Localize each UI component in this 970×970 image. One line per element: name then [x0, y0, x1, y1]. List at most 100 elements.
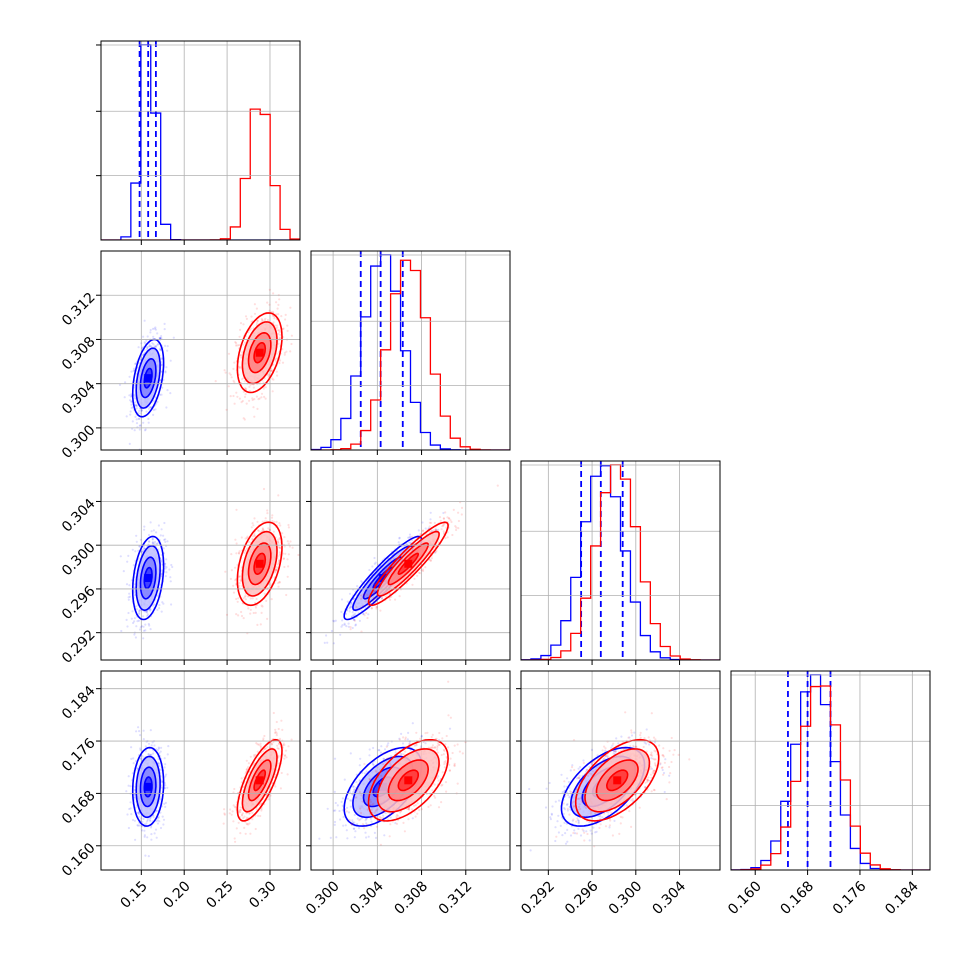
scatter-point — [138, 428, 141, 431]
scatter-point — [262, 387, 265, 390]
scatter-point — [147, 855, 150, 858]
scatter-point — [129, 413, 132, 416]
scatter-point — [233, 787, 236, 791]
scatter-point — [254, 611, 257, 614]
scatter-point — [132, 762, 135, 765]
scatter-point — [340, 625, 343, 628]
scatter-point — [154, 408, 157, 411]
panel-1-1 — [310, 250, 511, 455]
scatter-point — [238, 582, 241, 585]
contour-0-0 — [131, 535, 165, 621]
scatter-point — [457, 519, 460, 523]
scatter-point — [135, 534, 138, 537]
scatter-point — [333, 620, 336, 623]
scatter-point — [235, 613, 238, 616]
scatter-point — [264, 386, 267, 389]
scatter-point — [259, 744, 262, 747]
scatter-point — [165, 406, 168, 409]
peak-marker — [144, 782, 153, 791]
scatter-point — [159, 811, 162, 814]
scatter-point — [389, 559, 392, 562]
scatter-point — [248, 399, 251, 402]
scatter-point — [266, 512, 269, 515]
scatter-point — [157, 746, 160, 749]
scatter-point — [281, 327, 284, 330]
scatter-point — [256, 319, 259, 322]
scatter-point — [287, 542, 290, 545]
scatter-point — [253, 415, 256, 418]
scatter-point — [277, 342, 280, 345]
scatter-point — [373, 556, 376, 560]
scatter-point — [127, 596, 130, 599]
scatter-point — [249, 327, 252, 330]
scatter-point — [163, 786, 166, 790]
scatter-point — [134, 759, 138, 763]
scatter-point — [254, 606, 257, 609]
scatter-point — [280, 315, 283, 318]
scatter-point — [289, 306, 292, 309]
scatter-point — [138, 730, 141, 733]
scatter-point — [147, 407, 150, 410]
scatter-point — [455, 526, 458, 529]
scatter-point — [144, 745, 147, 748]
scatter-point — [225, 613, 229, 616]
scatter-point — [134, 362, 137, 366]
scatter-point — [248, 389, 251, 393]
panel-frame — [100, 40, 301, 241]
scatter-point — [268, 528, 271, 531]
scatter-point — [232, 804, 235, 807]
scatter-point — [138, 417, 141, 420]
scatter-point — [151, 538, 154, 541]
scatter-point — [245, 812, 248, 815]
scatter-point — [244, 315, 248, 318]
scatter-point — [279, 524, 282, 527]
scatter-point — [278, 522, 281, 525]
scatter-point — [352, 613, 355, 616]
scatter-point — [424, 527, 427, 530]
scatter-point — [229, 808, 232, 811]
scatter-point — [251, 398, 254, 402]
scatter-point — [277, 542, 280, 545]
scatter-point — [163, 521, 166, 525]
scatter-point — [239, 578, 242, 582]
scatter-point — [373, 599, 376, 602]
scatter-point — [151, 541, 154, 544]
scatter-point — [133, 789, 136, 792]
scatter-point — [145, 339, 148, 342]
scatter-point — [242, 343, 245, 346]
scatter-point — [267, 527, 270, 530]
scatter-point — [150, 753, 153, 756]
scatter-point — [120, 629, 123, 633]
scatter-point — [362, 605, 365, 608]
scatter-point — [139, 608, 142, 612]
scatter-point — [240, 536, 243, 539]
scatter-point — [146, 335, 149, 338]
scatter-point — [430, 530, 433, 533]
scatter-point — [251, 535, 254, 538]
scatter-point — [348, 607, 351, 610]
histogram-1 — [101, 108, 300, 240]
scatter-point — [283, 565, 286, 569]
scatter-point — [134, 362, 137, 365]
panel-border — [520, 460, 721, 661]
scatter-point — [252, 611, 255, 615]
scatter-point — [347, 622, 350, 625]
scatter-point — [428, 525, 431, 528]
scatter-point — [376, 597, 379, 600]
panel-content — [323, 484, 499, 645]
scatter-point — [332, 642, 335, 645]
scatter-point — [153, 345, 156, 348]
scatter-point — [141, 755, 144, 758]
scatter-point — [416, 574, 419, 577]
scatter-point — [457, 527, 460, 530]
scatter-point — [283, 545, 286, 548]
scatter-point — [235, 342, 238, 345]
scatter-point — [450, 520, 453, 524]
scatter-point — [362, 612, 365, 615]
scatter-point — [244, 393, 247, 396]
scatter-point — [349, 605, 352, 608]
scatter-point — [244, 387, 248, 390]
scatter-point — [262, 381, 265, 384]
scatter-point — [164, 370, 167, 373]
